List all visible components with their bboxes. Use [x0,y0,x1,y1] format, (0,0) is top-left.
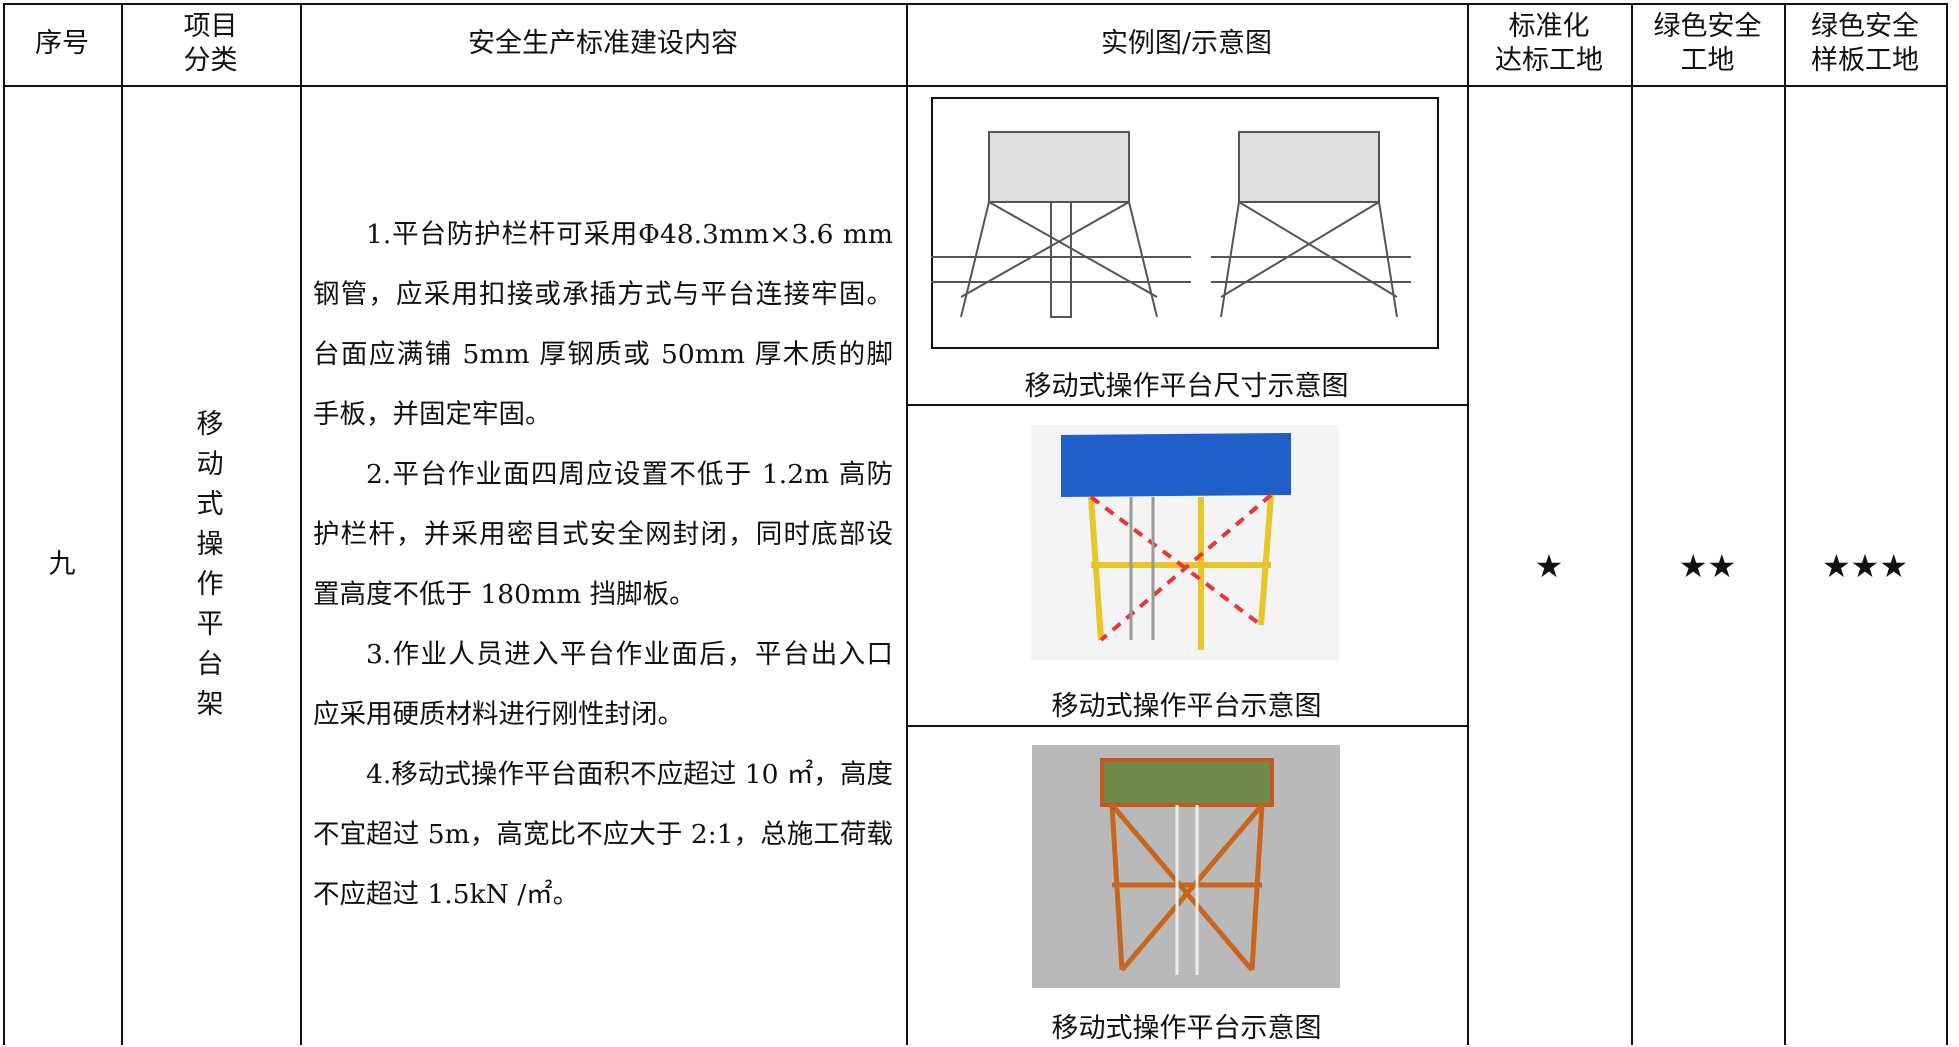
header-line: 样板工地 [1811,45,1919,76]
header-cell: 实例图/示意图 [906,3,1467,85]
image-caption: 移动式操作平台尺寸示意图 [1024,371,1349,402]
header-cell: 序号 [3,3,121,85]
image-caption: 移动式操作平台示意图 [1051,691,1322,722]
header-line: 分类 [183,45,238,76]
header-cell: 安全生产标准建设内容 [300,3,906,85]
header-line: 实例图/示意图 [1100,28,1273,59]
row-number: 九 [48,549,76,580]
border [906,404,1467,406]
content: 1.平台防护栏杆可采用Φ48.3mm×3.6 mm 钢管，应采用扣接或承插方式与… [313,205,893,925]
border [1784,3,1786,1045]
header-line: 序号 [35,28,89,59]
border [121,3,123,1045]
border [3,85,1946,87]
image-dimension-diagram [931,97,1439,349]
border [1946,3,1948,1045]
rating: ★ [1534,547,1564,585]
header-cell: 标准化 达标工地 [1467,3,1631,85]
header-line: 绿色安全 [1653,11,1762,42]
content-item: 4.移动式操作平台面积不应超过 10 ㎡，高度不宜超过 5m，高宽比不应大于 2… [313,759,893,910]
header-cell: 绿色安全 工地 [1631,3,1784,85]
image-caption: 移动式操作平台示意图 [1051,1013,1322,1044]
rating: ★★ [1678,547,1737,585]
border [1467,3,1469,1045]
border [1631,3,1633,1045]
content-item: 2.平台作业面四周应设置不低于 1.2m 高防护栏杆，并采用密目式安全网封闭，同… [313,459,893,610]
header-line: 安全生产标准建设内容 [468,28,738,59]
rating: ★★★ [1821,547,1909,585]
category: 移动式操作平台架 [196,409,224,720]
border [906,725,1467,727]
header-cell: 项目 分类 [121,3,300,85]
header-line: 项目 [183,11,238,42]
image-platform-diagram [1031,425,1339,660]
content-item: 3.作业人员进入平台作业面后，平台出入口应采用硬质材料进行刚性封闭。 [313,639,893,730]
content-item: 1.平台防护栏杆可采用Φ48.3mm×3.6 mm 钢管，应采用扣接或承插方式与… [313,219,893,430]
header-line: 标准化 [1508,11,1590,42]
border [3,3,5,1045]
header-line: 绿色安全 [1811,11,1919,42]
border [3,3,1946,5]
border [300,3,302,1045]
header-cell: 绿色安全 样板工地 [1784,3,1946,85]
border [906,3,908,1045]
image-platform-render [1032,745,1340,988]
header-line: 达标工地 [1495,45,1603,76]
header-line: 工地 [1680,45,1735,76]
